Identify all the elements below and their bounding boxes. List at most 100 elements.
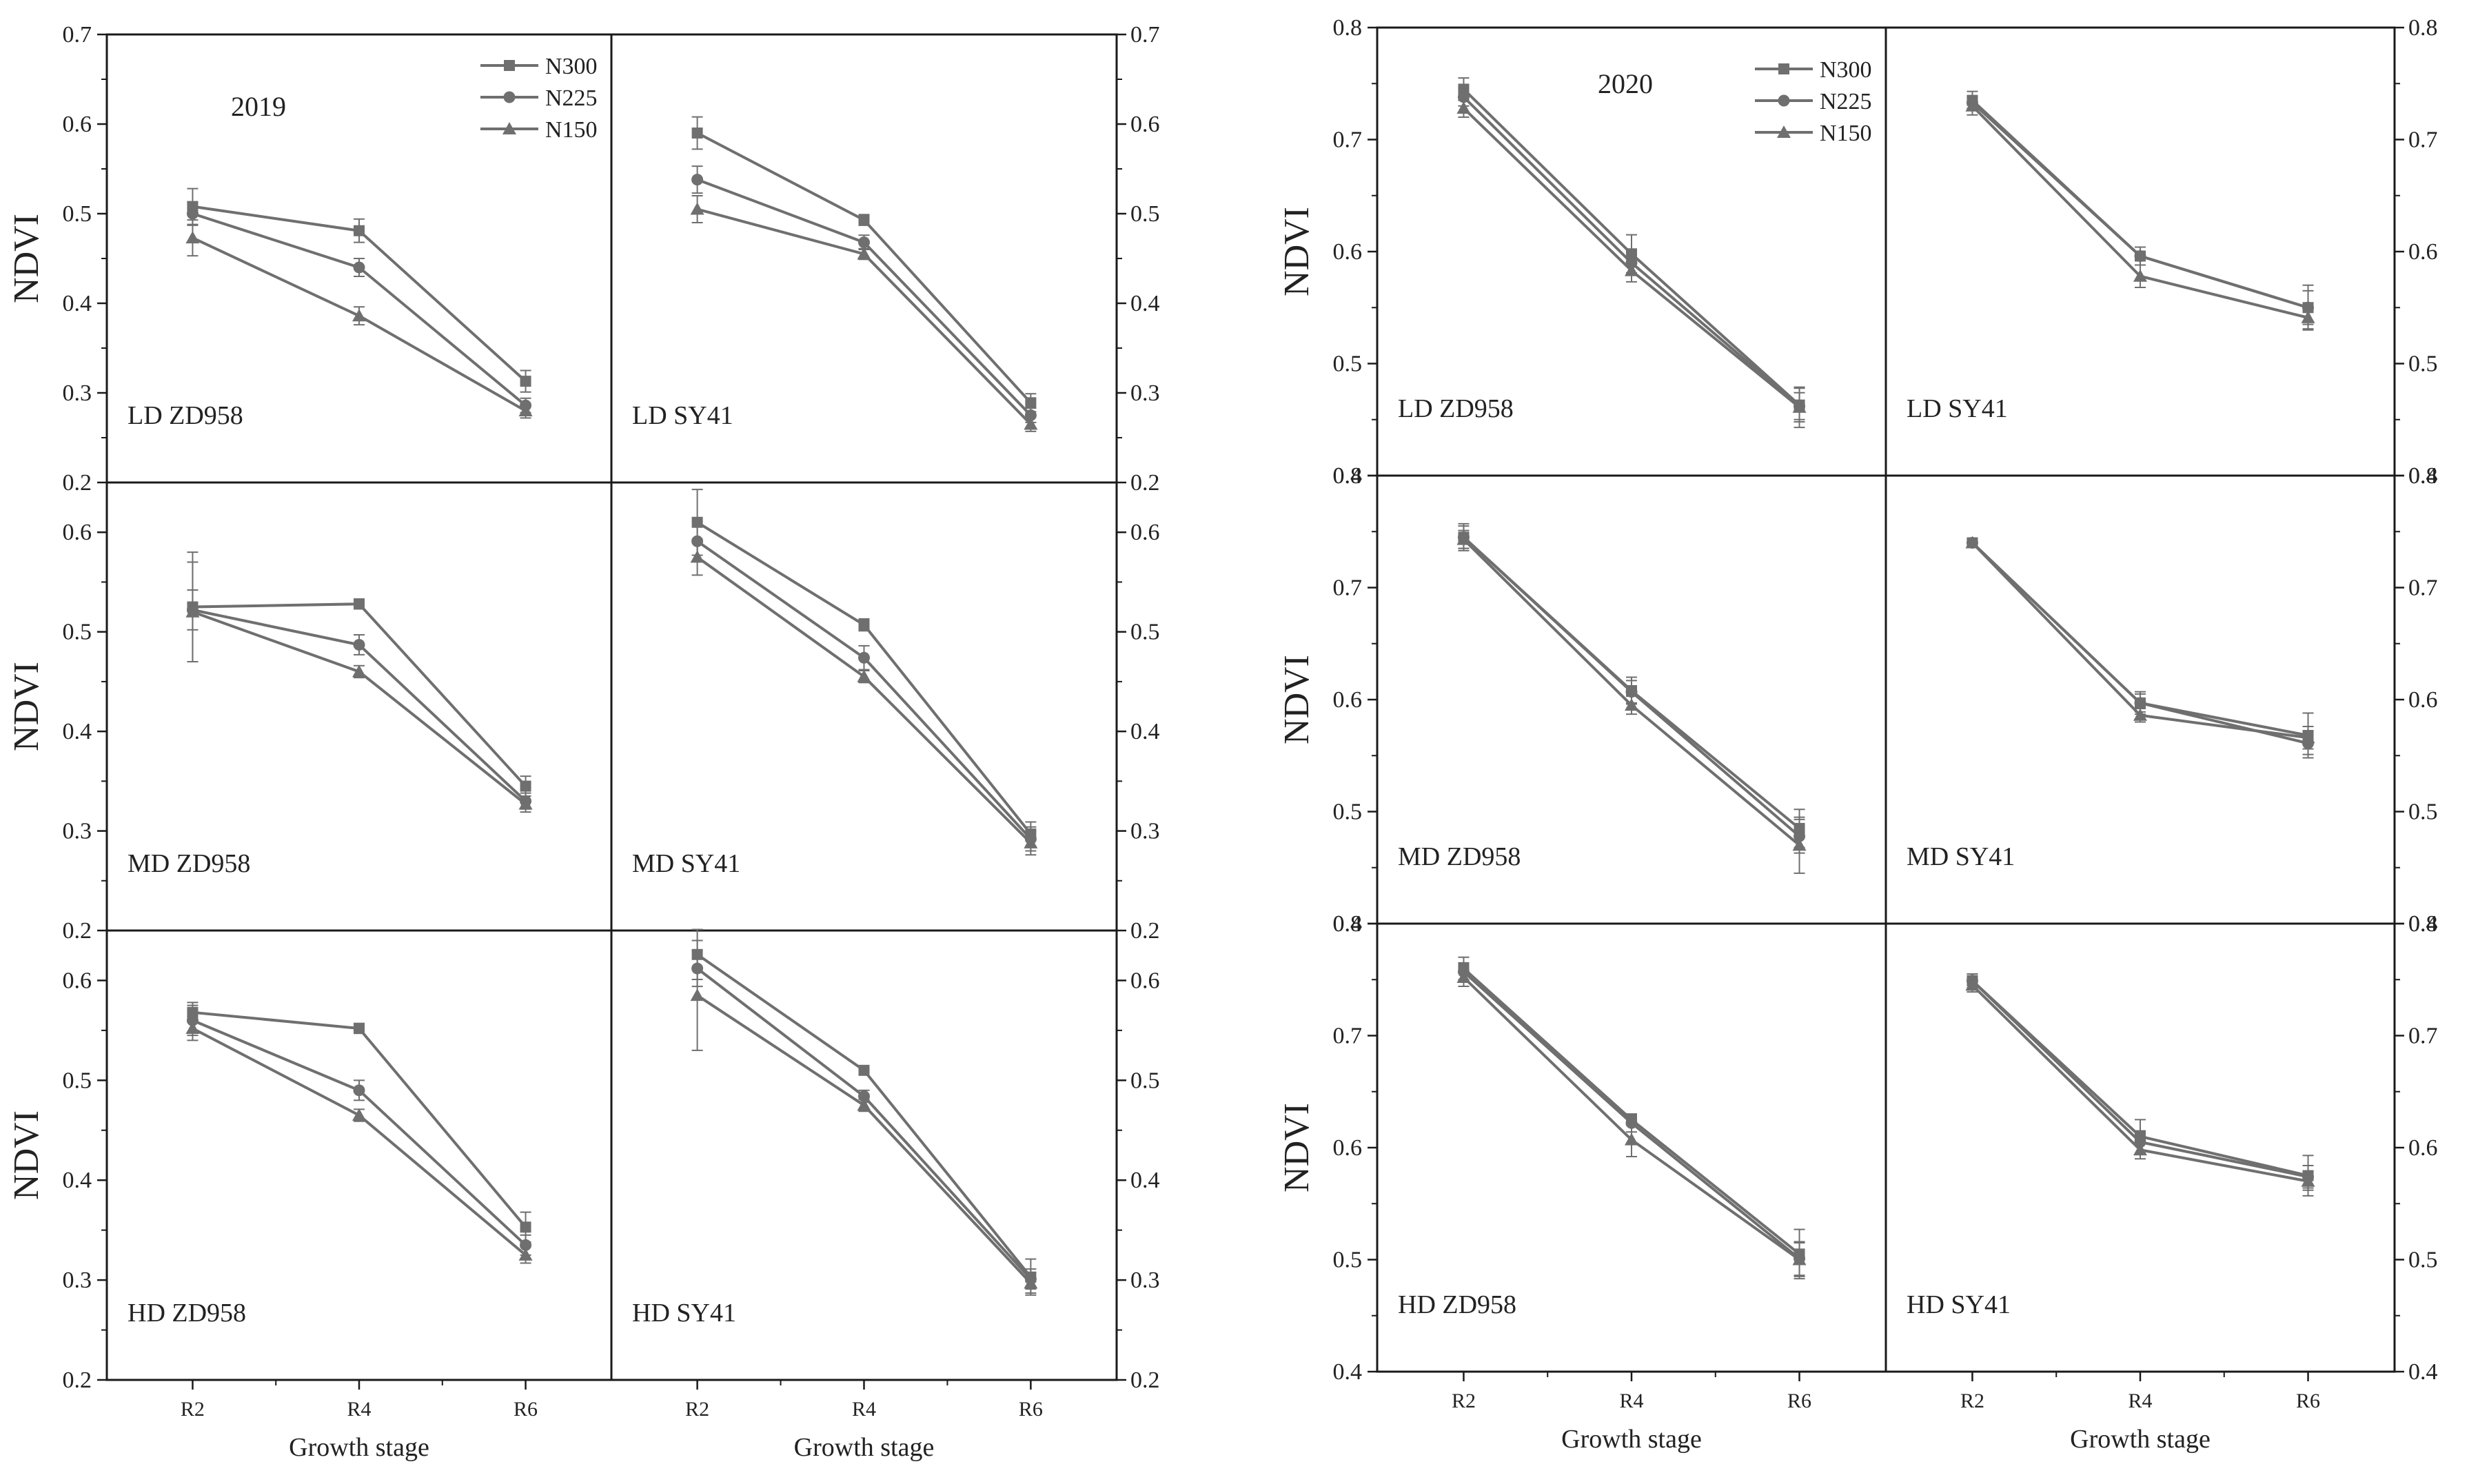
panel-md-zd958: 0.4 0.5 0.6 0.7 0.8 NDVI MD ZD958 (1277, 463, 1887, 937)
y-axis-label: NDVI (1277, 655, 1317, 744)
panel-hd-sy41: 0.2 0.3 0.4 0.5 0.6 R2 R4 R6 Growth stage HD SY41 (610, 928, 1160, 1462)
legend-marker (504, 60, 515, 71)
y-tick-label: 0.6 (1333, 239, 1363, 265)
data-point (520, 1239, 532, 1251)
data-point (185, 604, 200, 618)
legend-label: N300 (545, 54, 598, 79)
y-tick-label-right: 0.7 (2408, 1024, 2438, 1049)
series-n150 (1456, 529, 1807, 874)
panel-label: LD SY41 (1907, 394, 2008, 423)
data-point (518, 797, 533, 810)
data-point (352, 664, 366, 678)
panel-label: LD ZD958 (128, 401, 243, 430)
y-tick-label-right: 0.8 (2408, 463, 2438, 489)
y-axis-label: NDVI (7, 214, 46, 303)
data-point (2134, 250, 2146, 262)
legend-item-n225: N225 (480, 85, 598, 111)
data-point (520, 780, 531, 792)
y-tick-label: 0.3 (63, 819, 92, 844)
data-point (690, 550, 704, 563)
y-tick-label: 0.3 (63, 1268, 92, 1293)
y-axis-label: NDVI (1277, 1103, 1317, 1192)
data-point (858, 619, 870, 631)
y-axis-label: NDVI (7, 662, 46, 751)
y-tick-label-right: 0.4 (1130, 719, 1160, 744)
data-point (1792, 1252, 1807, 1266)
series-n150 (1456, 99, 1807, 429)
y-tick-label-right: 0.6 (1130, 968, 1160, 993)
data-point (857, 669, 871, 682)
y-tick-label: 0.5 (63, 620, 92, 645)
panel-label: HD ZD958 (128, 1299, 246, 1328)
data-point (858, 214, 870, 226)
data-point (857, 247, 871, 260)
series-n225 (186, 201, 532, 414)
panel-label: LD ZD958 (1398, 394, 1514, 423)
panel-label: MD SY41 (632, 849, 740, 878)
y-tick-label-right: 0.4 (1130, 1168, 1160, 1193)
panel-hd-zd958: 0.2 0.3 0.4 0.5 0.6 NDVI R2 R4 R6 Growth stage HD … (7, 929, 613, 1462)
data-point (691, 128, 703, 139)
legend-label: N300 (1820, 57, 1872, 83)
legend-label: N225 (1820, 89, 1872, 114)
y-tick-label-right: 0.8 (2408, 15, 2438, 41)
panel-label: LD SY41 (632, 401, 733, 430)
data-point (1625, 686, 1638, 698)
series-n150 (185, 219, 533, 419)
y-tick-label-right: 0.5 (1130, 620, 1160, 645)
panel-md-zd958: 0.2 0.3 0.4 0.5 0.6 NDVI MD ZD958 (7, 481, 613, 944)
y-tick-label: 0.7 (1333, 576, 1363, 601)
data-point (1965, 99, 1980, 112)
data-point (520, 1221, 531, 1233)
x-tick-label: R2 (685, 1398, 709, 1421)
data-point (1025, 397, 1037, 409)
series-n150 (690, 195, 1038, 432)
data-point (1024, 835, 1038, 848)
y-tick-label: 0.4 (1333, 1359, 1363, 1385)
y-tick-label-right: 0.8 (2408, 911, 2438, 937)
series-n150 (1965, 977, 2315, 1191)
y-tick-label-right: 0.2 (1130, 1368, 1160, 1393)
data-point (1456, 101, 1471, 114)
data-point (1024, 1276, 1038, 1289)
y-axis-label: NDVI (1277, 207, 1317, 296)
data-point (1456, 532, 1471, 545)
series-n225 (691, 165, 1037, 423)
y-tick-label: 0.8 (1333, 463, 1363, 489)
y-tick-label-right: 0.6 (1130, 520, 1160, 545)
data-point (1625, 1132, 1638, 1146)
series-n150 (1965, 96, 2315, 330)
data-point (518, 1248, 533, 1261)
data-point (354, 1022, 365, 1034)
data-point (185, 231, 200, 244)
data-point (858, 236, 870, 249)
panel-label: MD SY41 (1907, 842, 2015, 871)
y-tick-label: 0.6 (1333, 1135, 1363, 1161)
legend-label: N150 (545, 117, 598, 143)
x-axis-label: Growth stage (1561, 1425, 1702, 1454)
data-point (2133, 708, 2147, 721)
y-tick-label-right: 0.7 (1130, 22, 1160, 48)
y-tick-label-right: 0.2 (1130, 918, 1160, 944)
data-point (520, 376, 531, 387)
y-tick-label: 0.4 (1333, 911, 1363, 937)
y-tick-label-right: 0.7 (2408, 128, 2438, 153)
year-label: 2020 (1598, 68, 1653, 99)
y-tick-label: 0.4 (1333, 463, 1363, 489)
y-tick-label: 0.3 (63, 380, 92, 406)
y-axis-label: NDVI (7, 1110, 46, 1200)
data-point (858, 651, 870, 664)
y-tick-label-right: 0.4 (2408, 463, 2438, 489)
data-point (186, 207, 199, 220)
legend-label: N225 (545, 85, 598, 111)
data-point (353, 261, 365, 274)
y-tick-label-right: 0.4 (2408, 1359, 2438, 1385)
y-tick-label-right: 0.6 (1130, 112, 1160, 137)
data-point (185, 1021, 200, 1034)
y-tick-label-right: 0.5 (1130, 1068, 1160, 1093)
y-tick-label: 0.4 (63, 719, 92, 744)
series-n150 (1965, 536, 2315, 750)
x-tick-label: R6 (1019, 1398, 1043, 1421)
y-tick-label: 0.5 (1333, 352, 1363, 377)
